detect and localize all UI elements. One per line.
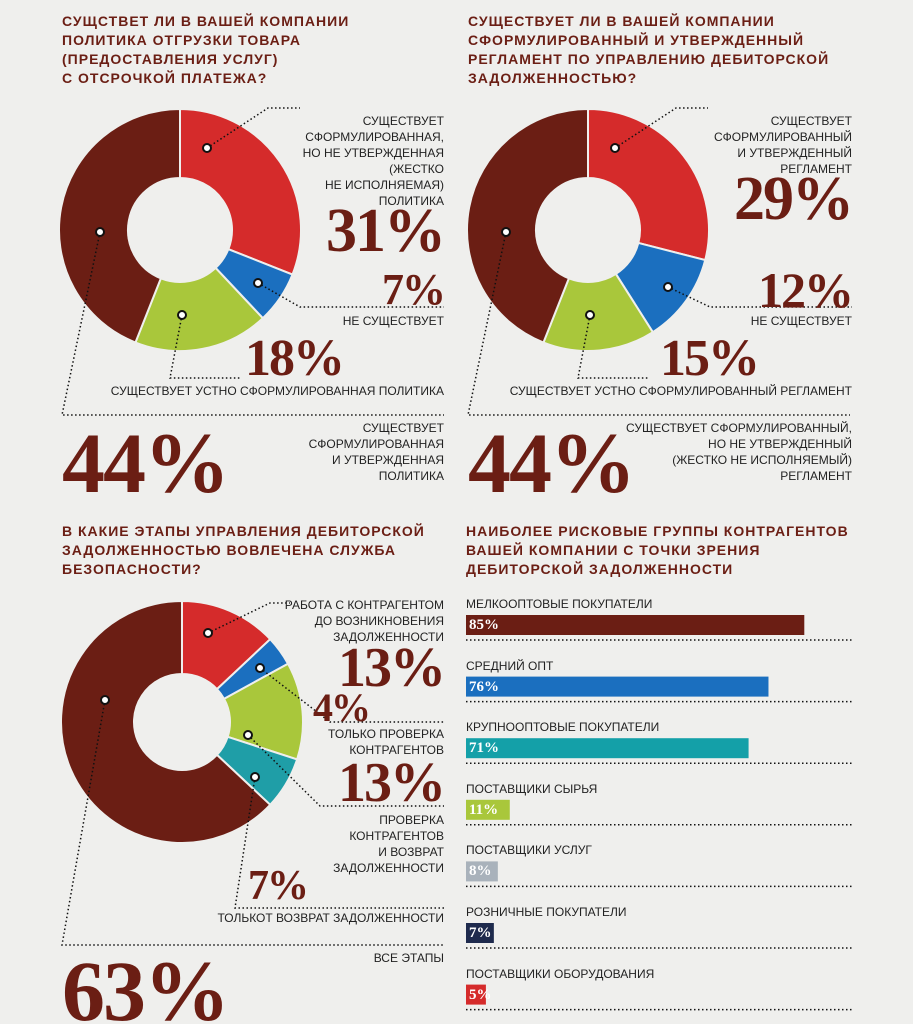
slice-label: ВСЕ ЭТАПЫ	[373, 951, 444, 965]
value-label: 44%	[468, 415, 636, 511]
chart-title: СУЩСТВЕТ ЛИ В ВАШЕЙ КОМПАНИИ ПОЛИТИКА ОТ…	[62, 13, 350, 86]
bar	[466, 738, 749, 759]
donut-slice	[466, 107, 589, 344]
value-label: 31%	[326, 197, 446, 265]
donut-slice	[587, 107, 710, 262]
value-label: 15%	[660, 330, 760, 387]
bar	[466, 861, 498, 882]
slice-label: СУЩЕСТВУЕТ СФОРМУЛИРОВАННЫЙ И УТВЕРЖДЕНН…	[714, 114, 852, 176]
value-label: 18%	[245, 330, 345, 387]
leader-line	[206, 107, 300, 149]
category-label: СРЕДНИЙ ОПТ	[466, 658, 554, 673]
leader-dot	[203, 628, 213, 638]
leader-dot	[243, 730, 253, 740]
slice-label: РАБОТА С КОНТРАГЕНТОМ ДО ВОЗНИКНОВЕНИЯ З…	[284, 598, 444, 644]
leader-dot	[100, 695, 110, 705]
category-label: ПОСТАВЩИКИ УСЛУГ	[466, 843, 592, 858]
value-label: 76%	[469, 678, 499, 695]
bar	[466, 799, 510, 820]
leader-dot	[202, 143, 212, 153]
leader-dot	[663, 282, 673, 292]
slice-label: СУЩЕСТВУЕТ СФОРМУЛИРОВАННЫЙ, НО НЕ УТВЕР…	[626, 421, 852, 483]
slice-label: ПРОВЕРКА КОНТРАГЕНТОВ И ВОЗВРАТ ЗАДОЛЖЕН…	[333, 813, 444, 875]
value-label: 85%	[469, 617, 499, 633]
leader-line	[577, 314, 648, 379]
slice-label: СУЩЕСТВУЕТ СФОРМУЛИРОВАННАЯ И УТВЕРЖДЕНН…	[308, 421, 444, 483]
value-label: 7%	[382, 265, 446, 314]
bar	[466, 676, 769, 697]
leader-line	[614, 107, 708, 149]
leader-line	[61, 699, 444, 946]
category-label: МЕЛКООПТОВЫЕ ПОКУПАТЕЛИ	[466, 597, 653, 611]
chart-title: НАИБОЛЕЕ РИСКОВЫЕ ГРУППЫ КОНТРАГЕНТОВ ВА…	[466, 523, 849, 577]
leader-dot	[177, 310, 187, 320]
leader-dot	[610, 143, 620, 153]
category-label: РОЗНИЧНЫЕ ПОКУПАТЕЛИ	[466, 905, 627, 919]
slice-label: СУЩЕСТВУЕТ УСТНО СФОРМУЛИРОВАННЫЙ РЕГЛАМ…	[509, 384, 852, 398]
leader-line	[259, 667, 444, 723]
leader-line	[667, 286, 852, 308]
slice-label: НЕ СУЩЕСТВУЕТ	[342, 314, 444, 328]
donut-slice	[179, 107, 302, 276]
slice-label: СУЩЕСТВУЕТ СФОРМУЛИРОВАННАЯ, НО НЕ УТВЕР…	[302, 114, 444, 208]
leader-line	[234, 776, 444, 909]
leader-line	[257, 282, 444, 308]
leader-dot	[250, 772, 260, 782]
leader-dot	[95, 227, 105, 237]
category-label: ПОСТАВЩИКИ СЫРЬЯ	[466, 781, 598, 796]
leader-dot	[255, 663, 265, 673]
value-label: 29%	[734, 165, 854, 233]
chart-title: СУЩЕСТВУЕТ ЛИ В ВАШЕЙ КОМПАНИИ СФОРМУЛИР…	[468, 13, 830, 86]
value-label: 12%	[758, 262, 854, 318]
bar	[466, 923, 494, 943]
slice-label: ТОЛЬКО ПРОВЕРКА КОНТРАГЕНТОВ	[328, 727, 444, 757]
leader-dot	[253, 278, 263, 288]
leader-dot	[585, 310, 595, 320]
slice-label: СУЩЕСТВУЕТ УСТНО СФОРМУЛИРОВАННАЯ ПОЛИТИ…	[110, 384, 444, 398]
value-label: 71%	[469, 740, 499, 757]
leader-line	[247, 734, 444, 807]
value-label: 4%	[313, 685, 371, 730]
value-label: 8%	[469, 863, 492, 880]
bar	[466, 984, 486, 1005]
value-label: 63%	[62, 943, 230, 1024]
value-label: 7%	[469, 925, 492, 941]
value-label: 13%	[338, 637, 446, 699]
slice-label: ТОЛЬКОТ ВОЗВРАТ ЗАДОЛЖЕННОСТИ	[217, 911, 444, 925]
value-label: 44%	[62, 415, 230, 511]
leader-line	[169, 314, 240, 379]
value-label: 7%	[248, 863, 309, 909]
donut-slice	[60, 599, 272, 844]
value-label: 11%	[469, 801, 499, 818]
category-label: КРУПНООПТОВЫЕ ПОКУПАТЕЛИ	[466, 720, 660, 735]
value-label: 13%	[338, 752, 446, 814]
category-label: ПОСТАВЩИКИ ОБОРУДОВАНИЯ	[466, 966, 655, 981]
chart-title: В КАКИЕ ЭТАПЫ УПРАВЛЕНИЯ ДЕБИТОРСКОЙ ЗАД…	[62, 523, 425, 577]
leader-line	[207, 602, 290, 634]
slice-label: НЕ СУЩЕСТВУЕТ	[750, 314, 852, 328]
bar	[466, 615, 805, 635]
leader-dot	[501, 227, 511, 237]
value-label: 5%	[469, 986, 492, 1003]
donut-slice	[134, 266, 265, 352]
